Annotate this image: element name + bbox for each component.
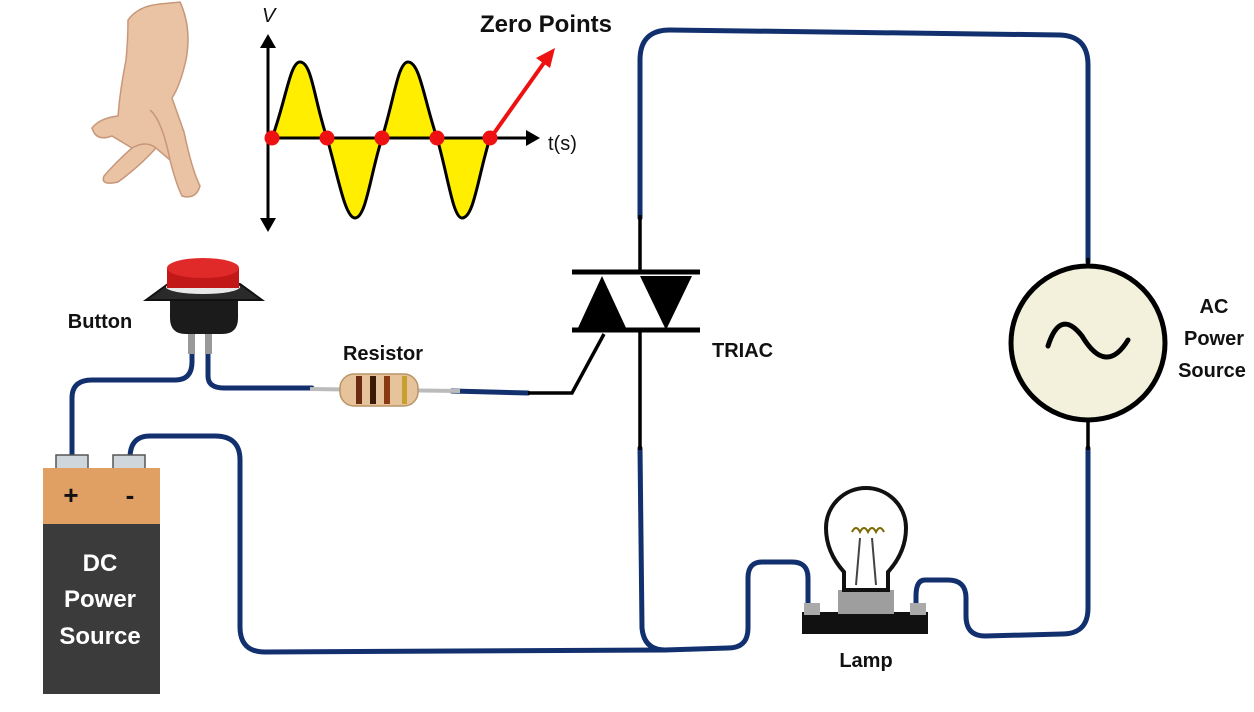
ac-power-source: AC Power Source: [1008, 258, 1246, 450]
battery-body: [43, 524, 160, 694]
dc-source-label-line1: DC: [83, 550, 118, 577]
zero-points-label: Zero Points: [480, 11, 612, 38]
button-label: Button: [68, 311, 132, 333]
ac-source-label-line2: Power: [1184, 328, 1244, 350]
dc-source-label-line2: Power: [64, 586, 136, 613]
wires: [69, 27, 1091, 655]
push-button[interactable]: Button: [68, 258, 266, 354]
zero-point-1: [264, 130, 280, 146]
ac-source-label-line1: AC: [1200, 296, 1229, 318]
wire-battery-plus-to-button: [69, 347, 195, 461]
battery-plus: +: [63, 480, 78, 510]
v-axis-label: V: [262, 5, 277, 27]
waveform-graph: V t(s) Zero Points: [260, 5, 612, 232]
lamp-socket: [838, 590, 894, 614]
sine-wave-icon: [1045, 321, 1131, 360]
wire-triac-to-ac-top: [637, 27, 1091, 265]
wire-resistor-to-gate: [449, 388, 531, 396]
ac-source-label-line3: Source: [1178, 360, 1246, 382]
battery-minus: -: [126, 480, 135, 510]
triac-label: TRIAC: [712, 340, 773, 362]
lamp-base: [802, 612, 928, 634]
zero-points-arrow: [490, 58, 548, 138]
resistor-label: Resistor: [343, 343, 423, 365]
lamp-bulb: [823, 486, 909, 592]
triac: TRIAC: [528, 215, 773, 450]
t-axis-label: t(s): [548, 133, 577, 155]
battery-top: [43, 468, 160, 524]
wire-ac-to-lamp: [913, 445, 1091, 639]
dc-battery: + - DC Power Source: [43, 454, 160, 694]
wire-triac-to-battery-minus: [127, 433, 668, 655]
lamp: Lamp: [802, 486, 928, 672]
resistor: Resistor: [309, 343, 461, 407]
wire-button-to-resistor: [205, 347, 315, 391]
pointing-hand-icon: [91, 1, 201, 198]
zero-point-4: [429, 130, 445, 146]
button-cap[interactable]: [167, 258, 239, 278]
dc-source-label-line3: Source: [59, 623, 140, 650]
wire-lamp-to-triac: [637, 445, 811, 653]
zero-point-3: [374, 130, 390, 146]
lamp-label: Lamp: [839, 650, 892, 672]
zero-point-2: [319, 130, 335, 146]
